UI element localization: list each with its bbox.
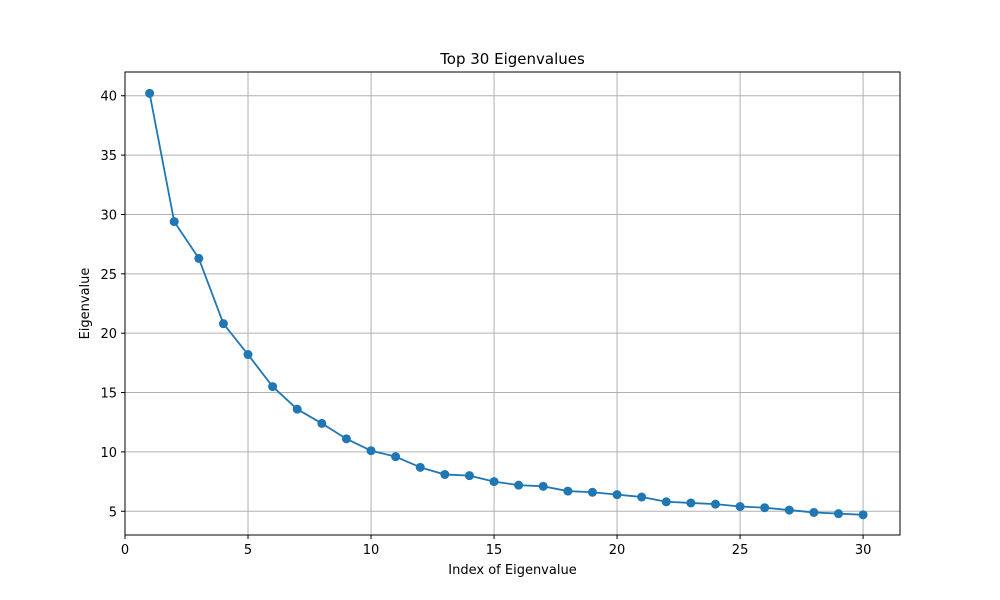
x-tick-label: 0 (121, 543, 129, 558)
data-point-marker (735, 502, 745, 512)
y-tick-label: 15 (100, 387, 117, 402)
data-point-marker (661, 497, 671, 507)
data-series (145, 88, 868, 520)
data-point-marker (563, 486, 573, 496)
data-point-marker (464, 471, 474, 481)
y-tick-label: 40 (100, 90, 117, 105)
data-point-marker (538, 481, 548, 491)
y-tick-label: 5 (109, 505, 117, 520)
data-point-marker (858, 510, 868, 520)
data-point-marker (710, 499, 720, 509)
data-point-marker (489, 477, 499, 487)
y-axis-label: Eigenvalue (78, 268, 93, 340)
x-tick-label: 10 (363, 543, 380, 558)
grid-lines (124, 72, 900, 535)
data-point-marker (391, 452, 401, 462)
data-point-marker (784, 505, 794, 515)
data-point-marker (514, 480, 524, 490)
data-point-marker (760, 503, 770, 513)
data-point-marker (833, 509, 843, 519)
data-point-marker (194, 253, 204, 263)
x-axis-label: Index of Eigenvalue (448, 563, 576, 578)
data-point-marker (292, 404, 302, 414)
y-tick-label: 35 (100, 149, 117, 164)
data-point-marker (686, 498, 696, 508)
data-point-marker (169, 217, 179, 227)
x-tick-label: 25 (732, 543, 749, 558)
y-tick-label: 20 (100, 327, 117, 342)
axes-frame (124, 71, 901, 536)
y-tick-label: 25 (100, 268, 117, 283)
y-tick-label: 10 (100, 446, 117, 461)
x-tick-label: 15 (486, 543, 503, 558)
data-point-marker (809, 507, 819, 517)
y-tick-label: 30 (100, 208, 117, 223)
data-point-marker (218, 319, 228, 329)
data-point-marker (145, 88, 155, 98)
data-point-marker (415, 462, 425, 472)
data-point-marker (317, 418, 327, 428)
x-tick-label: 5 (244, 543, 252, 558)
data-point-marker (612, 490, 622, 500)
chart-title: Top 30 Eigenvalues (439, 50, 585, 68)
data-point-marker (440, 469, 450, 479)
axis-ticks: 0 5 10 15 20 25 30 5 10 15 20 25 30 35 40 (100, 90, 871, 558)
x-tick-label: 20 (609, 543, 626, 558)
data-point-marker (243, 350, 253, 360)
x-tick-label: 30 (855, 543, 872, 558)
data-point-marker (366, 446, 376, 456)
data-point-marker (268, 382, 278, 392)
data-point-marker (341, 434, 351, 444)
data-point-marker (587, 487, 597, 497)
data-point-marker (637, 492, 647, 502)
